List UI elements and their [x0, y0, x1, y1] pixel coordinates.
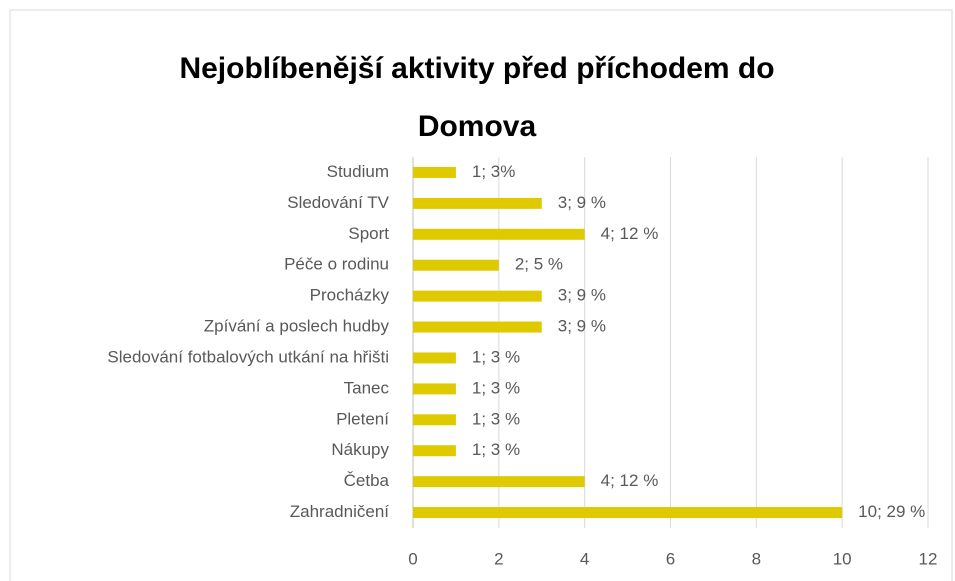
- y-tick-label: Zpívání a poslech hudby: [204, 317, 390, 336]
- bar: [413, 259, 499, 271]
- bar: [413, 476, 585, 488]
- data-label: 4; 12 %: [601, 224, 659, 243]
- x-tick-label: 2: [494, 549, 503, 568]
- bar: [413, 352, 456, 364]
- chart-title: Nejoblíbenější aktivity před příchodem d…: [179, 52, 775, 143]
- y-tick-label: Sledování TV: [287, 193, 389, 212]
- y-tick-label: Četba: [344, 471, 390, 490]
- y-tick-label: Sport: [348, 224, 389, 243]
- y-tick-label: Sledování fotbalových utkání na hřišti: [107, 347, 389, 366]
- chart-border: [9, 9, 953, 581]
- bar: [413, 197, 542, 209]
- bar: [413, 445, 456, 457]
- data-label: 10; 29 %: [858, 502, 925, 521]
- data-label: 1; 3 %: [472, 378, 520, 397]
- bar: [413, 321, 542, 333]
- data-label: 1; 3 %: [472, 409, 520, 428]
- y-tick-label: Studium: [327, 162, 389, 181]
- y-tick-label: Pletení: [336, 409, 389, 428]
- data-label: 1; 3 %: [472, 347, 520, 366]
- bar: [413, 383, 456, 395]
- y-tick-label: Procházky: [310, 286, 390, 305]
- data-label: 3; 9 %: [558, 193, 606, 212]
- bar: [413, 228, 585, 240]
- y-tick-label: Zahradničení: [290, 502, 390, 521]
- data-label: 4; 12 %: [601, 471, 659, 490]
- x-tick-label: 12: [919, 549, 938, 568]
- x-tick-label: 4: [580, 549, 589, 568]
- bar: [413, 290, 542, 302]
- bar: [413, 414, 456, 426]
- y-tick-label: Nákupy: [331, 440, 389, 459]
- x-tick-label: 6: [666, 549, 675, 568]
- x-tick-label: 8: [752, 549, 761, 568]
- y-tick-label: Péče o rodinu: [284, 255, 389, 274]
- x-tick-label: 10: [833, 549, 852, 568]
- data-label: 2; 5 %: [515, 255, 563, 274]
- data-label: 3; 9 %: [558, 317, 606, 336]
- bar: [413, 166, 456, 178]
- x-tick-label: 0: [408, 549, 417, 568]
- data-label: 1; 3%: [472, 162, 515, 181]
- y-tick-label: Tanec: [344, 378, 390, 397]
- bar: [413, 507, 843, 519]
- data-label: 1; 3 %: [472, 440, 520, 459]
- data-label: 3; 9 %: [558, 286, 606, 305]
